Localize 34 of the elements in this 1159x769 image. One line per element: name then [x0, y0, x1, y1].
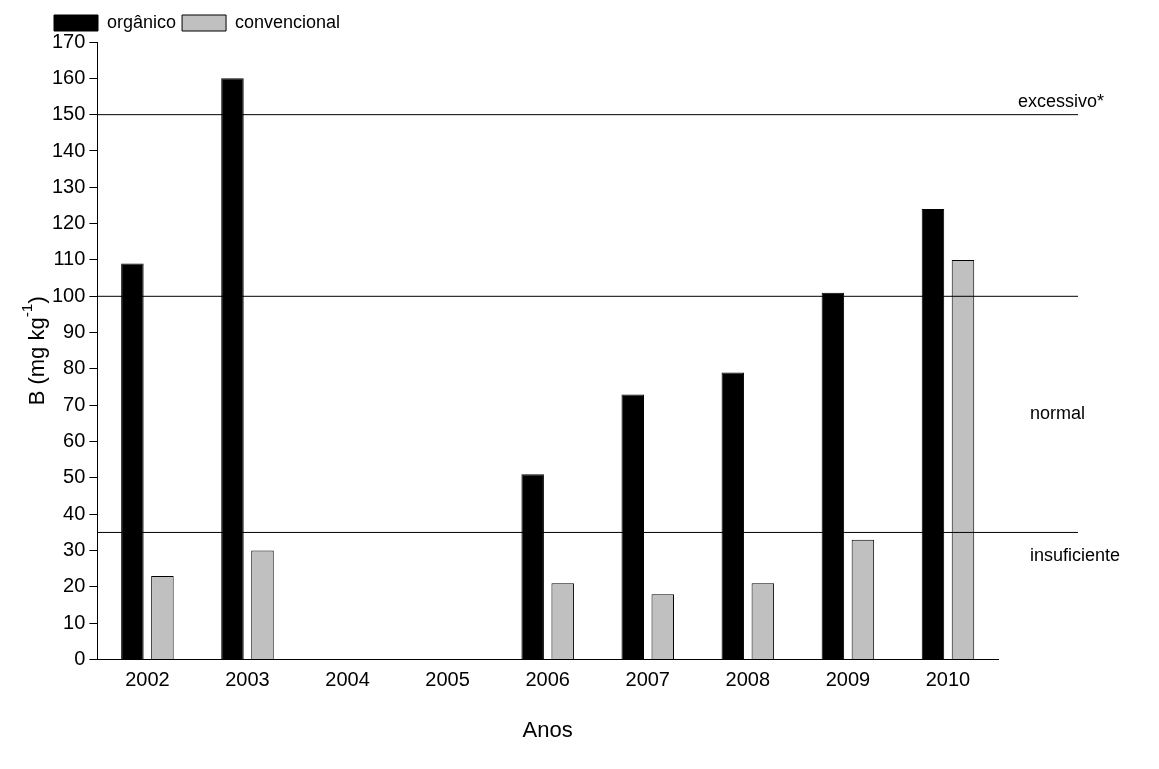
ref-line-label: excessivo* [1018, 90, 1105, 111]
y-tick-label: 20 [63, 574, 86, 597]
x-tick-label: 2005 [425, 668, 470, 691]
x-tick-label: 2008 [725, 668, 771, 691]
y-tick-label: 50 [63, 465, 86, 488]
y-tick-label: 110 [53, 247, 86, 270]
legend-label: orgânico [107, 11, 177, 32]
x-axis-title: Anos [522, 716, 573, 742]
y-tick-label: 10 [63, 610, 86, 633]
y-tick-label: 0 [74, 647, 86, 670]
x-tick-label: 2002 [125, 668, 170, 691]
x-tick-label: 2009 [825, 668, 871, 691]
y-tick-label: 130 [51, 174, 86, 197]
y-tick-label: 100 [51, 283, 86, 306]
y-tick-label: 150 [51, 102, 86, 125]
x-tick-label: 2004 [325, 668, 370, 691]
x-tick-label: 2010 [925, 668, 971, 691]
y-tick-label: 90 [63, 320, 86, 343]
y-tick-label: 60 [63, 429, 86, 452]
x-tick-label: 2007 [625, 668, 670, 691]
y-axis-title: B (mg kg-1) [18, 296, 50, 406]
y-tick-label: 40 [63, 501, 86, 524]
y-tick-label: 170 [51, 29, 86, 52]
x-tick-label: 2003 [225, 668, 270, 691]
annotation: insuficiente [1030, 545, 1121, 566]
y-tick-label: 140 [51, 138, 86, 161]
y-tick-label: 30 [63, 538, 86, 561]
y-tick-label: 160 [51, 65, 86, 88]
y-tick-label: 70 [63, 392, 86, 415]
y-tick-label: 80 [63, 356, 86, 379]
legend-label: convencional [235, 11, 341, 32]
y-tick-label: 120 [51, 211, 86, 234]
x-tick-label: 2006 [525, 668, 570, 691]
annotation: normal [1030, 403, 1086, 424]
